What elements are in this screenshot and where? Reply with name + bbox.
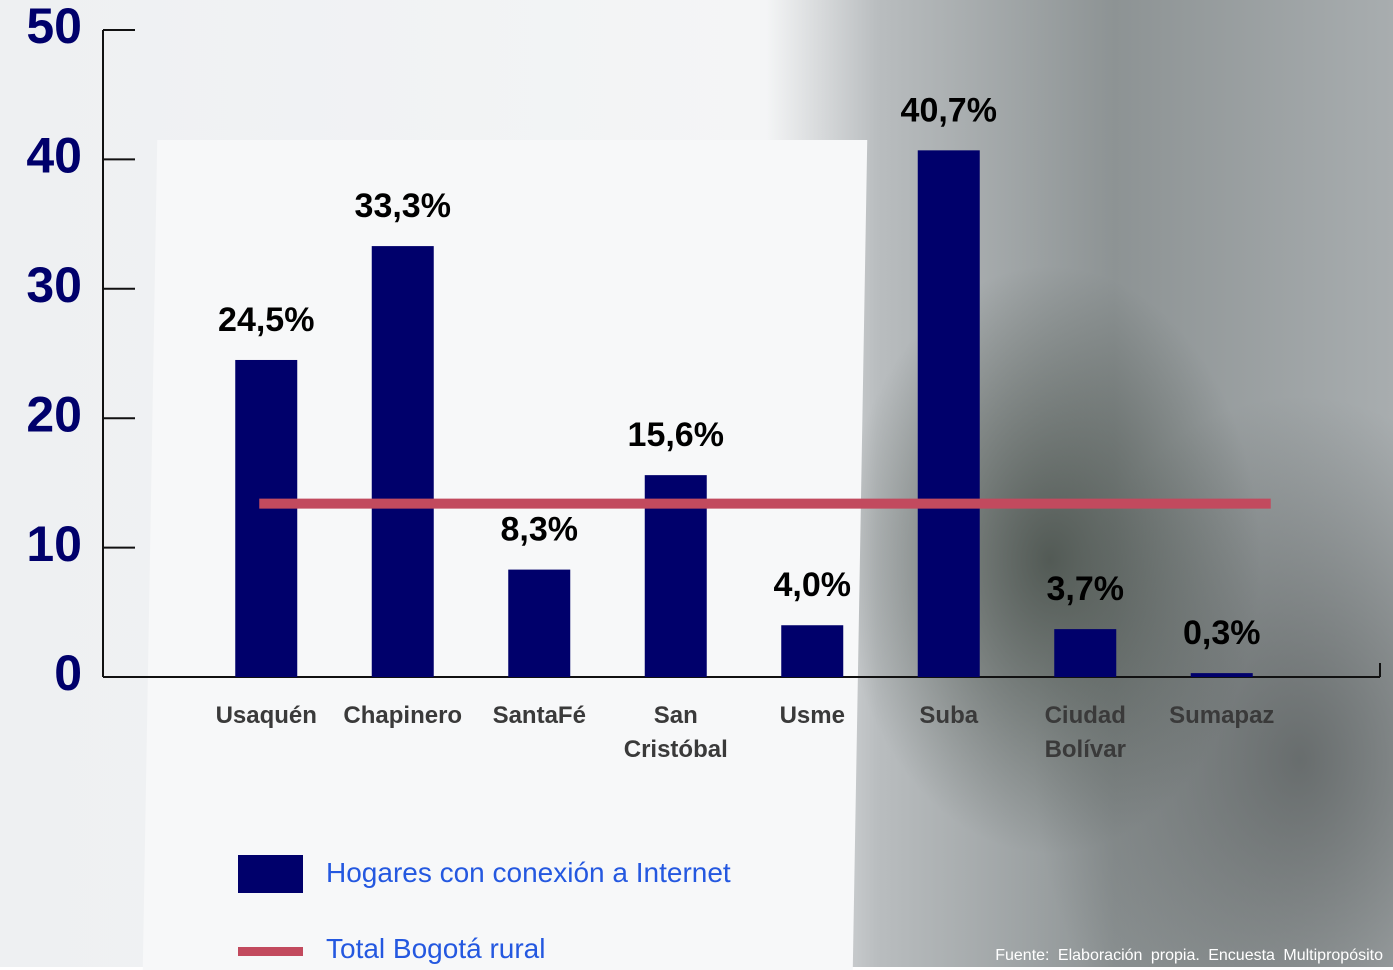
source-note: Fuente: Elaboración propia. Encuesta Mul… [995,947,1383,964]
bar [235,359,298,677]
value-label: 4,0% [774,566,852,604]
x-tick-label: Chapinero [343,702,463,729]
value-label: 0,3% [1183,614,1261,652]
value-label: 40,7% [901,91,997,129]
y-tick-label: 0 [54,645,82,701]
legend-swatch [238,855,303,893]
bar [644,475,707,677]
bar [371,246,434,677]
bar [1054,629,1117,677]
value-label: 15,6% [628,416,724,454]
value-label: 8,3% [501,511,579,549]
y-tick-label: 40 [26,128,82,184]
bar [1190,673,1253,677]
y-tick-label: 10 [26,516,82,572]
x-tick-label: Usme [779,702,845,729]
x-tick-label: San Cristóbal [623,702,728,763]
legend-swatch [238,947,303,956]
x-tick-label: Ciudad Bolívar [1044,702,1126,763]
x-tick-label: Suba [919,702,979,729]
y-tick-label: 50 [26,0,82,54]
bar [508,569,571,677]
x-tick-label: SantaFé [492,702,586,729]
legend-label: Total Bogotá rural [326,933,546,964]
value-label: 24,5% [218,301,314,339]
bar [781,625,844,677]
y-tick-label: 20 [26,386,82,442]
value-label: 33,3% [355,187,451,225]
bar [917,150,980,678]
y-tick-label: 30 [26,257,82,313]
legend-label: Hogares con conexión a Internet [326,857,731,888]
x-tick-label: Usaquén [215,702,317,729]
value-label: 3,7% [1047,570,1125,608]
x-tick-label: Sumapaz [1169,702,1275,729]
